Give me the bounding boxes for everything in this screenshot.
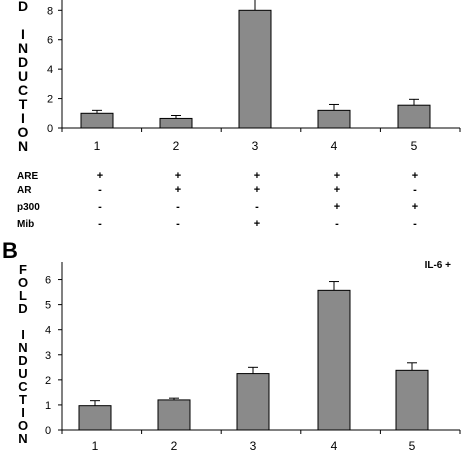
panel-a-ylabel-letter: U xyxy=(18,68,28,84)
panel-a-ylabel-letter: D xyxy=(18,0,28,14)
condition-mark: + xyxy=(97,170,103,182)
panel-a-ylabel-letter: D xyxy=(18,54,28,70)
condition-mark: - xyxy=(98,184,102,196)
panel-a-ylabel-letter: N xyxy=(18,40,28,56)
panel-a-category-label: 2 xyxy=(173,139,180,153)
panel-b-y-tick-label: 2 xyxy=(45,375,51,387)
panel-b-ylabel-letter: C xyxy=(18,379,28,394)
panel-b-ylabel-letter: O xyxy=(18,275,28,290)
condition-row-label: Mib xyxy=(17,219,34,230)
panel-b-category-label: 4 xyxy=(331,439,338,453)
panel-b-y-tick-label: 6 xyxy=(45,275,51,287)
panel-b-ylabel-letter: L xyxy=(19,288,27,303)
panel-b-bar xyxy=(236,373,270,431)
panel-b-y-tick-label: 5 xyxy=(45,300,51,312)
panel-b-ylabel-letter: I xyxy=(21,405,25,420)
panel-b-ylabel-letter: U xyxy=(18,366,27,381)
panel-a-bar xyxy=(317,109,351,129)
panel-b-ylabel-letter: O xyxy=(18,418,28,433)
condition-mark: - xyxy=(176,218,180,230)
condition-mark: + xyxy=(334,170,340,182)
panel-a-category-label: 3 xyxy=(252,139,259,153)
panel-a-y-tick-label: 0 xyxy=(47,123,53,135)
panel-a-category-label: 5 xyxy=(411,139,418,153)
panel-b-y-tick-label: 1 xyxy=(45,400,51,412)
condition-mark: - xyxy=(98,201,102,213)
panel-b-bar xyxy=(157,399,191,431)
condition-mark: - xyxy=(255,201,259,213)
panel-a-y-tick-label: 2 xyxy=(47,94,53,106)
panel-b-y-tick-label: 3 xyxy=(45,350,51,362)
panel-b-ylabel-letter: I xyxy=(21,327,25,342)
condition-mark: + xyxy=(254,184,260,196)
condition-mark: - xyxy=(413,184,417,196)
panel-a-category-label: 1 xyxy=(94,139,101,153)
panel-b-ylabel-letter: D xyxy=(18,301,27,316)
panel-b-category-label: 2 xyxy=(171,439,178,453)
panel-b-y-tick-label: 0 xyxy=(45,425,51,437)
condition-mark: + xyxy=(412,170,418,182)
panel-a-ylabel-letter: T xyxy=(19,96,28,112)
panel-b-ylabel-letter: D xyxy=(18,353,27,368)
condition-mark: + xyxy=(334,184,340,196)
panel-a-ylabel-letter: N xyxy=(18,138,28,154)
panel-b-category-label: 5 xyxy=(409,439,416,453)
condition-row-label: p300 xyxy=(17,202,40,213)
panel-a-y-tick-label: 8 xyxy=(47,5,53,17)
panel-b-annotation: IL-6 + xyxy=(425,260,452,271)
condition-table: ARE + + + + + AR - + + + - p300 - - - + + Mib - - + - - xyxy=(17,170,418,230)
panel-a-bar xyxy=(238,9,272,129)
panel-b-panel-label: B xyxy=(2,238,18,263)
condition-mark: + xyxy=(334,201,340,213)
panel-b-ylabel-letter: T xyxy=(19,392,27,407)
panel-a-y-tick-label: 4 xyxy=(47,64,53,76)
condition-mark: - xyxy=(335,218,339,230)
panel-a-bar xyxy=(159,117,193,129)
panel-a-ylabel-letter: O xyxy=(18,124,29,140)
condition-mark: - xyxy=(176,201,180,213)
panel-a-bar xyxy=(80,112,114,129)
panel-a-category-label: 4 xyxy=(331,139,338,153)
panel-b-y-tick-label: 4 xyxy=(45,325,51,337)
panel-a-ylabel-letter: I xyxy=(21,26,25,42)
condition-mark: + xyxy=(254,170,260,182)
condition-mark: + xyxy=(412,201,418,213)
panel-a-y-tick-label: 6 xyxy=(47,35,53,47)
panel-b-category-label: 1 xyxy=(92,439,99,453)
panel-a-bar xyxy=(397,104,431,129)
condition-row-label: AR xyxy=(17,185,32,196)
panel-b-category-label: 3 xyxy=(250,439,257,453)
panel-b-ylabel-letter: N xyxy=(18,340,27,355)
panel-b-bar xyxy=(317,289,351,431)
panel-b-ylabel-letter: F xyxy=(19,262,27,277)
panel-a-ylabel-letter: I xyxy=(21,110,25,126)
panel-b-bar xyxy=(78,405,112,431)
panel-a-ylabel-letter: C xyxy=(18,82,28,98)
panel-b-bar xyxy=(395,369,429,431)
condition-row-label: ARE xyxy=(17,171,38,182)
condition-mark: + xyxy=(175,184,181,196)
condition-mark: - xyxy=(98,218,102,230)
condition-mark: + xyxy=(254,218,260,230)
panel-b-ylabel-letter: N xyxy=(18,431,27,446)
condition-mark: - xyxy=(413,218,417,230)
condition-mark: + xyxy=(175,170,181,182)
